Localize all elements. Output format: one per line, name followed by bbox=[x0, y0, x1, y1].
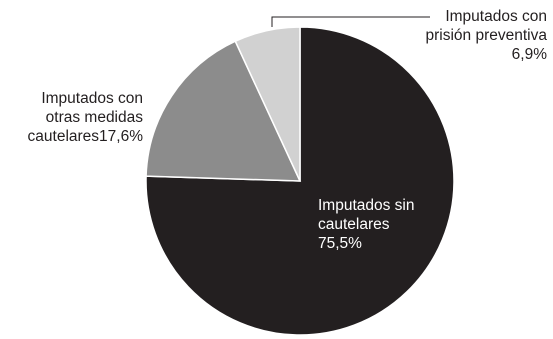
label-otras-medidas-line3: cautelares17,6% bbox=[27, 128, 143, 145]
label-sin-cautelares-value: 75,5% bbox=[318, 235, 362, 252]
pie-slice-imputados-con-otras-medidas-cautelares bbox=[145, 40, 302, 182]
label-otras-medidas-line2: otras medidas bbox=[45, 109, 143, 126]
label-sin-cautelares-line1: Imputados sin bbox=[318, 197, 415, 214]
leader-line-prision-preventiva bbox=[271, 16, 430, 27]
pie-slice-imputados-con-prision-preventiva bbox=[234, 26, 301, 182]
label-prision-preventiva-line2: prisión preventiva bbox=[425, 27, 547, 44]
pie-slices bbox=[145, 26, 455, 336]
label-prision-preventiva-line1: Imputados con bbox=[445, 8, 547, 25]
label-prision-preventiva-value: 6,9% bbox=[511, 46, 547, 63]
label-sin-cautelares: Imputados sin cautelares 75,5% bbox=[318, 196, 415, 253]
label-sin-cautelares-line2: cautelares bbox=[318, 216, 390, 233]
label-prision-preventiva: Imputados con prisión preventiva 6,9% bbox=[426, 7, 547, 64]
label-otras-medidas-line1: Imputados con bbox=[41, 90, 143, 107]
label-otras-medidas: Imputados con otras medidas cautelares17… bbox=[28, 89, 143, 146]
